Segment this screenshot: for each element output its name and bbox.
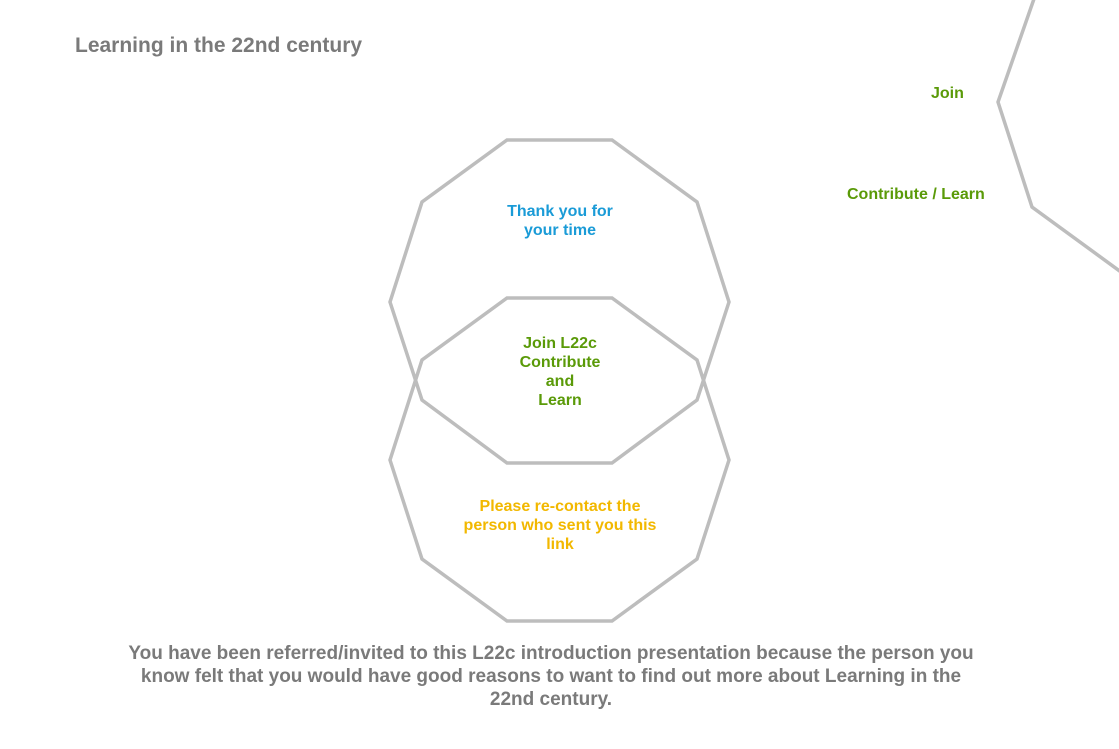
bottom-decagon-shape[interactable] (388, 296, 731, 623)
right-partial-decagon-shape (996, 0, 1119, 273)
top-decagon-shape[interactable] (388, 138, 731, 465)
thank-you-text: Thank you for your time (507, 203, 613, 239)
contribute-learn-link[interactable]: Contribute / Learn (847, 186, 985, 203)
page-title: Learning in the 22nd century (75, 34, 363, 57)
join-link[interactable]: Join (931, 85, 964, 102)
referral-message: You have been referred/invited to this L… (128, 643, 974, 710)
re-contact-text: Please re-contact the person who sent yo… (463, 498, 657, 553)
join-contribute-learn-text: Join L22c Contribute and Learn (519, 335, 601, 409)
